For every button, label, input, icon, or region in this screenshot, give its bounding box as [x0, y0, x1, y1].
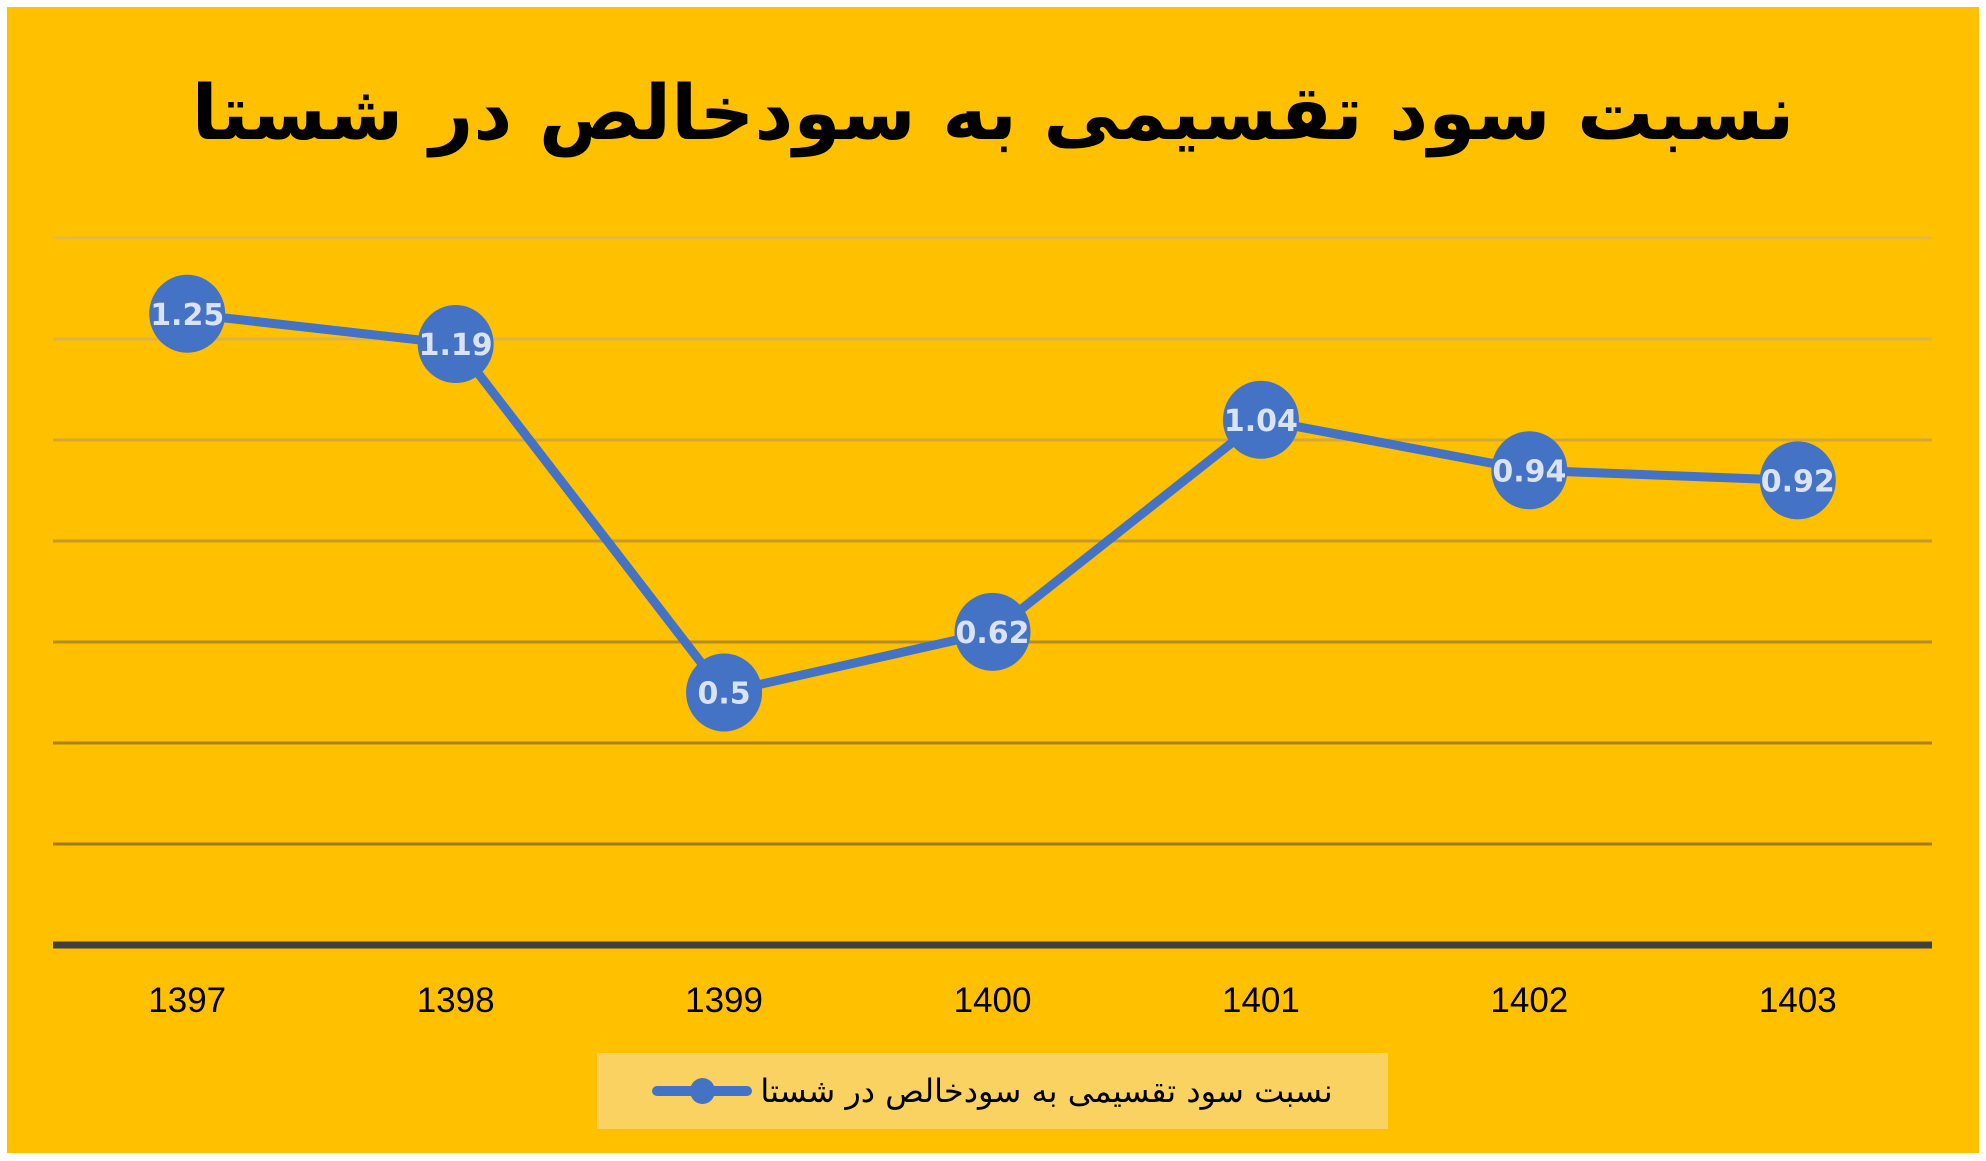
- x-tick-label: 1402: [1490, 981, 1568, 1020]
- marker-circle-icon: [149, 274, 226, 353]
- x-tick-label: 1398: [417, 981, 495, 1020]
- x-tick-label: 1400: [954, 981, 1032, 1020]
- data-point: 1.04: [1222, 380, 1299, 459]
- data-point: 0.62: [954, 592, 1031, 671]
- marker-circle-icon: [1222, 380, 1299, 459]
- data-point: 1.25: [149, 274, 226, 353]
- data-label: 1.25: [150, 298, 224, 333]
- data-point: 0.94: [1491, 431, 1568, 510]
- marker-circle-icon: [1759, 441, 1836, 520]
- x-axis-labels: 1397 1398 1399 1400 1401 1402 1403: [148, 981, 1836, 1020]
- x-tick-label: 1397: [148, 981, 226, 1020]
- data-label: 1.04: [1224, 404, 1298, 439]
- data-label: 0.62: [955, 616, 1029, 651]
- data-point: 1.19: [417, 305, 494, 384]
- data-point: 0.92: [1759, 441, 1836, 520]
- x-tick-label: 1403: [1759, 981, 1837, 1020]
- marker-circle-icon: [954, 592, 1031, 671]
- marker-circle-icon: [686, 653, 763, 732]
- chart-title: نسبت سود تقسیمی به سودخالص در شستا: [191, 68, 1795, 157]
- data-label: 1.19: [419, 328, 493, 363]
- legend: نسبت سود تقسیمی به سودخالص در شستا: [597, 1053, 1388, 1129]
- data-label: 0.5: [697, 677, 750, 712]
- chart-area: [7, 7, 1979, 1153]
- legend-label: نسبت سود تقسیمی به سودخالص در شستا: [760, 1072, 1333, 1110]
- data-label: 0.92: [1761, 464, 1835, 499]
- legend-line-marker-icon: [652, 1078, 753, 1104]
- marker-circle-icon: [1491, 431, 1568, 510]
- data-point: 0.5: [686, 653, 763, 732]
- x-tick-label: 1399: [685, 981, 763, 1020]
- x-tick-label: 1401: [1222, 981, 1300, 1020]
- data-label: 0.94: [1492, 454, 1566, 489]
- data-markers: 1.25 1.19 0.5 0.62 1.04 0.94 0.92: [149, 274, 1836, 732]
- marker-circle-icon: [417, 305, 494, 384]
